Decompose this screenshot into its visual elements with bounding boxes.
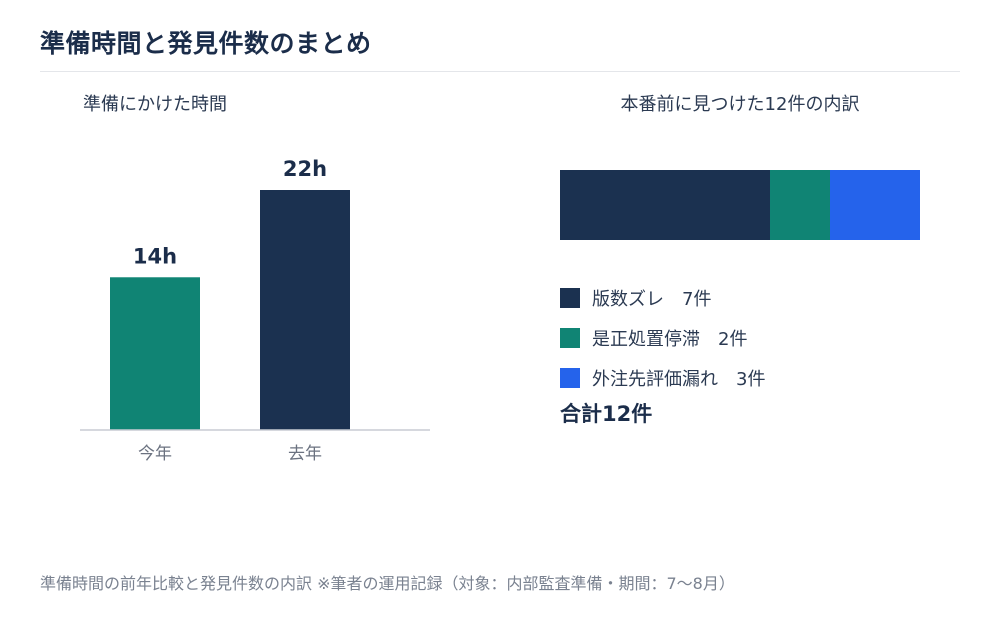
- legend-item-corrective-action: 是正処置停滞 2件: [560, 318, 765, 358]
- breakdown-legend: 版数ズレ 7件 是正処置停滞 2件 外注先評価漏れ 3件: [560, 278, 765, 398]
- page-title: 準備時間と発見件数のまとめ: [40, 29, 372, 58]
- stack-segment-版数ズレ: [560, 170, 770, 240]
- bar-去年: [260, 190, 350, 430]
- category-label: 去年: [288, 444, 322, 464]
- breakdown-chart-title: 本番前に見つけた12件の内訳: [620, 94, 860, 115]
- legend-item-version-mismatch: 版数ズレ 7件: [560, 278, 765, 318]
- title-divider: [40, 71, 960, 72]
- legend-swatch: [560, 328, 580, 348]
- legend-label: 外注先評価漏れ 3件: [592, 369, 766, 390]
- total-label: 合計12件: [560, 402, 653, 426]
- legend-label: 版数ズレ 7件: [592, 289, 712, 310]
- legend-label: 是正処置停滞 2件: [592, 329, 748, 350]
- bar-今年: [110, 277, 200, 430]
- legend-item-vendor-evaluation: 外注先評価漏れ 3件: [560, 358, 765, 398]
- stack-segment-是正処置停滞: [770, 170, 830, 240]
- category-label: 今年: [138, 444, 172, 464]
- footnote: 準備時間の前年比較と発見件数の内訳 ※筆者の運用記録（対象：内部監査準備・期間：…: [40, 574, 735, 593]
- bar-chart-title: 準備にかけた時間: [83, 94, 227, 115]
- bar-value-label: 22h: [283, 157, 327, 181]
- stack-segment-外注先評価漏れ: [830, 170, 920, 240]
- legend-swatch: [560, 368, 580, 388]
- bar-value-label: 14h: [133, 244, 177, 268]
- legend-swatch: [560, 288, 580, 308]
